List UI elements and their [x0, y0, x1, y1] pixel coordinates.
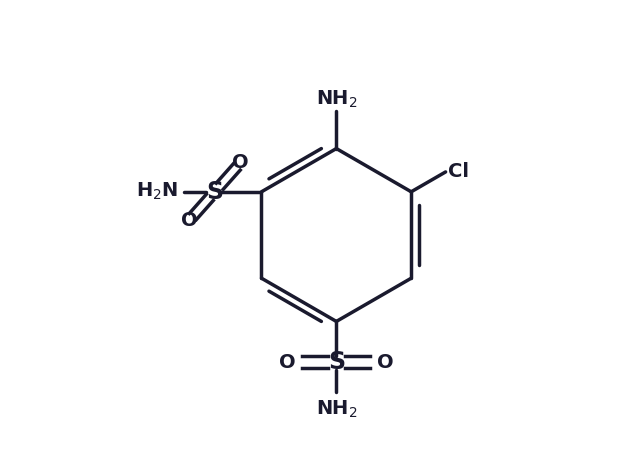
Text: NH$_2$: NH$_2$ — [316, 399, 357, 420]
Text: O: O — [232, 153, 249, 172]
Text: S: S — [206, 180, 223, 204]
Text: O: O — [180, 211, 197, 230]
Text: H$_2$N: H$_2$N — [136, 181, 179, 203]
Text: O: O — [279, 352, 296, 372]
Text: O: O — [377, 352, 394, 372]
Text: S: S — [328, 350, 345, 374]
Text: NH$_2$: NH$_2$ — [316, 88, 357, 110]
Text: Cl: Cl — [448, 163, 469, 181]
